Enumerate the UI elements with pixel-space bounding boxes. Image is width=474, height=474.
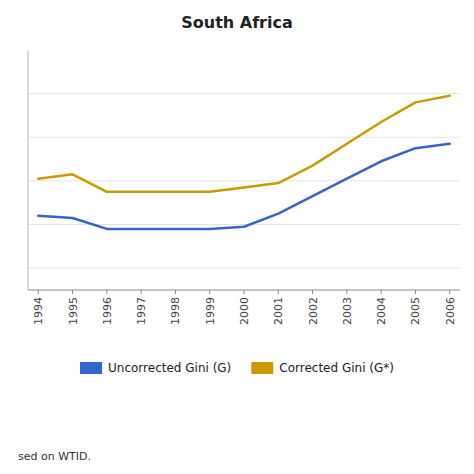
legend-item: Uncorrected Gini (G) — [80, 361, 231, 375]
x-tick-label: 2006 — [444, 297, 457, 325]
x-tick-label: 1996 — [101, 297, 114, 325]
grid — [28, 94, 460, 269]
y-axis-line — [28, 50, 29, 290]
legend-swatch — [251, 362, 273, 374]
legend-label: Uncorrected Gini (G) — [108, 361, 231, 375]
x-tick — [244, 290, 245, 294]
x-tick-label: 1994 — [32, 297, 45, 325]
title: South Africa — [181, 13, 293, 32]
grid-line — [28, 180, 460, 181]
x-tick — [278, 290, 279, 294]
x-tick — [141, 290, 142, 294]
legend: Uncorrected Gini (G) Corrected Gini (G*) — [80, 361, 394, 375]
x-tick — [346, 290, 347, 294]
x-tick-label: 1995 — [67, 297, 80, 325]
x-tick-label: 1999 — [204, 297, 217, 325]
x-tick-label: 2002 — [307, 297, 320, 325]
x-tick-label: 2005 — [409, 297, 422, 325]
series-line — [38, 96, 449, 192]
legend-item: Corrected Gini (G*) — [251, 361, 394, 375]
legend-swatch — [80, 362, 102, 374]
x-tick — [72, 290, 73, 294]
x-tick-label: 2004 — [375, 297, 388, 325]
x-tick — [38, 290, 39, 294]
grid-line — [28, 268, 460, 269]
legend-label: Corrected Gini (G*) — [279, 361, 394, 375]
x-tick — [449, 290, 450, 294]
x-tick-label: 2003 — [341, 297, 354, 325]
x-tick — [175, 290, 176, 294]
grid-line — [28, 93, 460, 94]
x-tick-label: 2000 — [238, 297, 251, 325]
x-tick-label: 1997 — [135, 297, 148, 325]
chart: South Africa 1994 1995 1996 1997 1998 1999 2000… — [0, 0, 474, 474]
x-tick — [106, 290, 107, 294]
x-tick — [209, 290, 210, 294]
x-tick — [415, 290, 416, 294]
lines — [38, 96, 449, 229]
x-tick — [381, 290, 382, 294]
footnote: sed on WTID. — [18, 450, 91, 463]
x-tick-label: 1998 — [169, 297, 182, 325]
x-tick-label: 2001 — [272, 297, 285, 325]
grid-line — [28, 137, 460, 138]
x-tick — [312, 290, 313, 294]
